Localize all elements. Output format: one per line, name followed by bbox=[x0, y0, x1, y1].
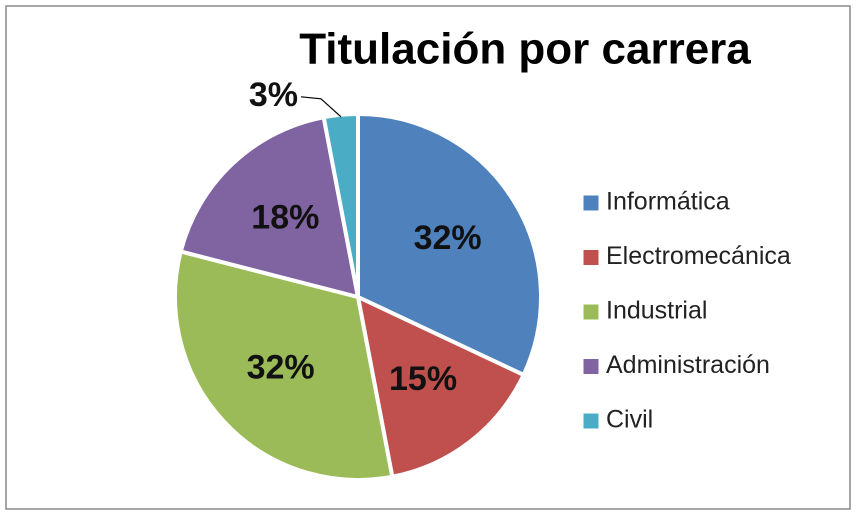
legend-swatch bbox=[582, 412, 600, 430]
pie-slice bbox=[173, 249, 395, 482]
legend-swatch bbox=[582, 303, 600, 321]
chart-title: Titulación por carrera bbox=[299, 25, 751, 74]
data-label: 18% bbox=[251, 199, 319, 237]
legend-text: Informática bbox=[606, 188, 730, 216]
leader-line bbox=[300, 96, 342, 118]
pie-slice bbox=[321, 111, 360, 298]
legend-text: Electromecánica bbox=[606, 242, 791, 270]
pie-slice bbox=[178, 114, 361, 300]
legend-text: Administración bbox=[606, 351, 770, 379]
legend-text: Civil bbox=[606, 406, 653, 434]
data-label: 15% bbox=[389, 360, 457, 398]
legend-swatch bbox=[582, 249, 600, 266]
legend-swatch bbox=[582, 194, 600, 212]
data-label: 32% bbox=[414, 219, 482, 257]
data-label: 3% bbox=[249, 76, 298, 114]
legend-text: Industrial bbox=[606, 297, 707, 325]
pie-slice bbox=[355, 293, 527, 480]
legend-swatch bbox=[582, 358, 600, 375]
pie-slice bbox=[356, 111, 543, 378]
data-label: 32% bbox=[247, 349, 315, 387]
